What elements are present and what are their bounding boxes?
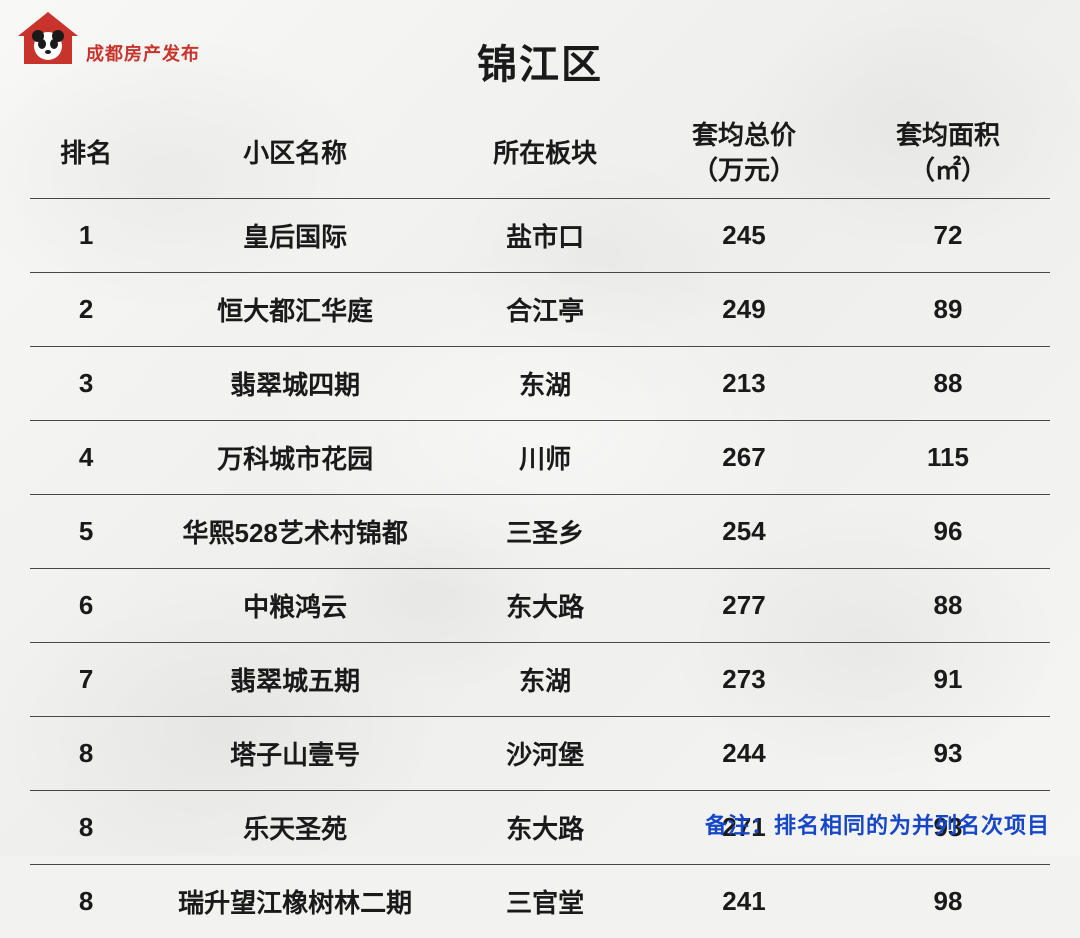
cell-area: 合江亭	[448, 273, 642, 347]
table-row: 7翡翠城五期东湖27391	[30, 643, 1050, 717]
cell-name: 中粮鸿云	[142, 569, 448, 643]
cell-size: 98	[846, 865, 1050, 938]
cell-area: 沙河堡	[448, 717, 642, 791]
col-header-rank: 排名	[30, 108, 142, 199]
table-header-row: 排名 小区名称 所在板块 套均总价 （万元） 套均面积 （㎡）	[30, 108, 1050, 199]
cell-rank: 1	[30, 199, 142, 273]
cell-size: 96	[846, 495, 1050, 569]
cell-price: 213	[642, 347, 846, 421]
cell-size: 89	[846, 273, 1050, 347]
cell-name: 乐天圣苑	[142, 791, 448, 865]
table-row: 1皇后国际盐市口24572	[30, 199, 1050, 273]
cell-rank: 8	[30, 865, 142, 938]
cell-name: 瑞升望江橡树林二期	[142, 865, 448, 938]
cell-area: 三圣乡	[448, 495, 642, 569]
brand-logo: 成都房产发布	[12, 8, 200, 70]
cell-rank: 5	[30, 495, 142, 569]
cell-rank: 8	[30, 791, 142, 865]
footnote: 备注：排名相同的为并列名次项目	[705, 808, 1050, 840]
cell-rank: 8	[30, 717, 142, 791]
col-header-size: 套均面积 （㎡）	[846, 108, 1050, 199]
cell-name: 塔子山壹号	[142, 717, 448, 791]
cell-area: 东湖	[448, 347, 642, 421]
col-header-price: 套均总价 （万元）	[642, 108, 846, 199]
table-row: 4万科城市花园川师267115	[30, 421, 1050, 495]
brand-text: 成都房产发布	[86, 40, 200, 66]
cell-price: 254	[642, 495, 846, 569]
cell-price: 241	[642, 865, 846, 938]
cell-area: 东湖	[448, 643, 642, 717]
cell-area: 东大路	[448, 791, 642, 865]
cell-name: 万科城市花园	[142, 421, 448, 495]
cell-rank: 6	[30, 569, 142, 643]
cell-price: 245	[642, 199, 846, 273]
cell-price: 267	[642, 421, 846, 495]
cell-rank: 7	[30, 643, 142, 717]
cell-area: 川师	[448, 421, 642, 495]
cell-price: 277	[642, 569, 846, 643]
col-header-area: 所在板块	[448, 108, 642, 199]
cell-name: 皇后国际	[142, 199, 448, 273]
table-row: 8瑞升望江橡树林二期三官堂24198	[30, 865, 1050, 938]
cell-area: 盐市口	[448, 199, 642, 273]
table-row: 2恒大都汇华庭合江亭24989	[30, 273, 1050, 347]
cell-name: 华熙528艺术村锦都	[142, 495, 448, 569]
house-panda-icon	[12, 8, 84, 70]
cell-size: 115	[846, 421, 1050, 495]
cell-size: 93	[846, 717, 1050, 791]
cell-name: 翡翠城四期	[142, 347, 448, 421]
cell-name: 恒大都汇华庭	[142, 273, 448, 347]
table-row: 3翡翠城四期东湖21388	[30, 347, 1050, 421]
cell-name: 翡翠城五期	[142, 643, 448, 717]
cell-rank: 2	[30, 273, 142, 347]
col-header-name: 小区名称	[142, 108, 448, 199]
cell-price: 273	[642, 643, 846, 717]
cell-size: 88	[846, 347, 1050, 421]
table-row: 5华熙528艺术村锦都三圣乡25496	[30, 495, 1050, 569]
cell-area: 三官堂	[448, 865, 642, 938]
cell-rank: 3	[30, 347, 142, 421]
cell-size: 91	[846, 643, 1050, 717]
cell-price: 244	[642, 717, 846, 791]
table-row: 6中粮鸿云东大路27788	[30, 569, 1050, 643]
cell-size: 72	[846, 199, 1050, 273]
table-row: 8塔子山壹号沙河堡24493	[30, 717, 1050, 791]
cell-price: 249	[642, 273, 846, 347]
cell-area: 东大路	[448, 569, 642, 643]
cell-size: 88	[846, 569, 1050, 643]
cell-rank: 4	[30, 421, 142, 495]
